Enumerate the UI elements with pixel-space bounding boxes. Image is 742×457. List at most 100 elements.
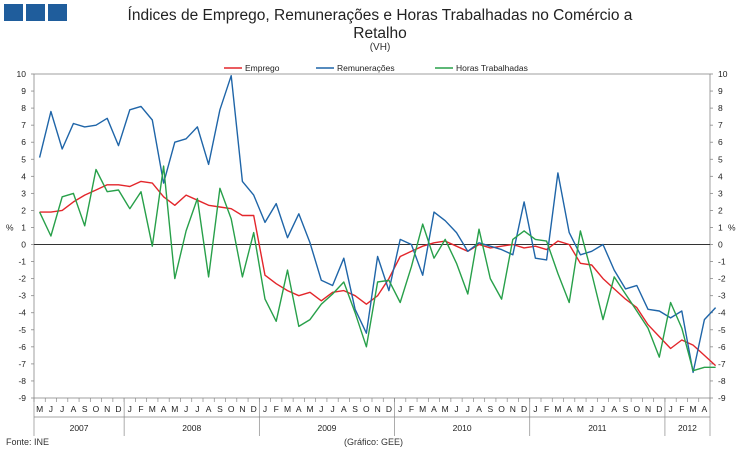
x-year-label: 2009 <box>317 423 336 433</box>
x-month-label: F <box>544 404 549 414</box>
x-month-label: M <box>306 404 313 414</box>
x-month-label: D <box>251 404 257 414</box>
x-month-label: J <box>454 404 458 414</box>
x-month-label: M <box>690 404 697 414</box>
x-month-label: A <box>611 404 617 414</box>
x-month-label: S <box>82 404 88 414</box>
y-tick-label-left: 6 <box>21 137 26 147</box>
y-tick-label-right: 7 <box>718 120 723 130</box>
x-month-label: S <box>487 404 493 414</box>
x-month-label: J <box>128 404 132 414</box>
y-axis-label-right: % <box>728 222 736 232</box>
x-month-label: O <box>363 404 370 414</box>
y-tick-label-right: 9 <box>718 86 723 96</box>
x-month-label: M <box>171 404 178 414</box>
y-tick-label-right: 6 <box>718 137 723 147</box>
x-month-label: D <box>386 404 392 414</box>
y-tick-label-left: 10 <box>17 69 27 79</box>
y-tick-label-left: -3 <box>18 291 26 301</box>
y-tick-label-right: -1 <box>718 257 726 267</box>
y-tick-label-left: 7 <box>21 120 26 130</box>
source-note: Fonte: INE <box>6 437 50 447</box>
y-tick-label-right: -2 <box>718 274 726 284</box>
y-tick-label-right: -6 <box>718 342 726 352</box>
x-month-label: N <box>239 404 245 414</box>
y-tick-label-right: -8 <box>718 376 726 386</box>
y-tick-label-left: 8 <box>21 103 26 113</box>
y-tick-label-right: -5 <box>718 325 726 335</box>
x-month-label: N <box>104 404 110 414</box>
y-tick-label-left: -2 <box>18 274 26 284</box>
x-month-label: F <box>274 404 279 414</box>
x-month-label: J <box>601 404 605 414</box>
x-month-label: J <box>330 404 334 414</box>
x-month-label: O <box>633 404 640 414</box>
x-month-label: J <box>668 404 672 414</box>
y-tick-label-right: -3 <box>718 291 726 301</box>
x-month-label: A <box>341 404 347 414</box>
y-tick-label-left: -6 <box>18 342 26 352</box>
x-year-label: 2007 <box>70 423 89 433</box>
x-month-label: J <box>184 404 188 414</box>
logo-block-3 <box>48 4 67 21</box>
y-tick-label-right: 0 <box>718 240 723 250</box>
x-month-label: M <box>442 404 449 414</box>
chart-title-line1: Índices de Emprego, Remunerações e Horas… <box>127 7 633 24</box>
logo-block-1 <box>4 4 23 21</box>
legend-label: Remunerações <box>337 63 395 73</box>
chart-title-line2: Retalho <box>353 25 407 42</box>
x-month-label: J <box>398 404 402 414</box>
x-month-label: A <box>71 404 77 414</box>
y-tick-label-right: 4 <box>718 171 723 181</box>
series-line-emprego <box>39 180 717 367</box>
x-month-label: F <box>679 404 684 414</box>
y-tick-label-left: -5 <box>18 325 26 335</box>
x-month-label: A <box>206 404 212 414</box>
x-month-label: N <box>645 404 651 414</box>
x-year-label: 2010 <box>453 423 472 433</box>
y-tick-label-right: -7 <box>718 359 726 369</box>
y-tick-label-left: 2 <box>21 205 26 215</box>
x-month-label: S <box>623 404 629 414</box>
x-month-label: D <box>656 404 662 414</box>
y-tick-label-right: 10 <box>718 69 728 79</box>
x-month-label: M <box>554 404 561 414</box>
x-month-label: N <box>510 404 516 414</box>
x-month-label: J <box>60 404 64 414</box>
x-month-label: F <box>409 404 414 414</box>
x-year-label: 2008 <box>182 423 201 433</box>
x-month-label: J <box>263 404 267 414</box>
x-month-label: S <box>352 404 358 414</box>
y-tick-label-right: 1 <box>718 222 723 232</box>
y-tick-label-left: 3 <box>21 188 26 198</box>
x-month-label: A <box>296 404 302 414</box>
x-month-label: M <box>149 404 156 414</box>
y-tick-label-left: 4 <box>21 171 26 181</box>
legend-label: Horas Trabalhadas <box>456 63 528 73</box>
y-tick-label-left: -7 <box>18 359 26 369</box>
y-tick-label-left: -8 <box>18 376 26 386</box>
x-month-label: A <box>566 404 572 414</box>
x-month-label: J <box>195 404 199 414</box>
chart-credit: (Gráfico: GEE) <box>344 437 404 447</box>
y-tick-label-right: -9 <box>718 393 726 403</box>
x-month-label: O <box>498 404 505 414</box>
y-tick-label-left: 5 <box>21 154 26 164</box>
y-tick-label-left: -1 <box>18 257 26 267</box>
x-month-label: O <box>228 404 235 414</box>
y-tick-label-right: 2 <box>718 205 723 215</box>
x-month-label: A <box>431 404 437 414</box>
plot-frame <box>33 73 711 399</box>
x-month-label: A <box>476 404 482 414</box>
x-month-label: M <box>419 404 426 414</box>
x-month-label: M <box>284 404 291 414</box>
y-tick-label-right: 5 <box>718 154 723 164</box>
y-tick-label-left: -9 <box>18 393 26 403</box>
y-tick-label-right: 3 <box>718 188 723 198</box>
x-month-label: O <box>93 404 100 414</box>
x-year-label: 2011 <box>588 423 607 433</box>
logo-block-2 <box>26 4 45 21</box>
y-tick-label-left: -4 <box>18 308 26 318</box>
x-year-label: 2012 <box>678 423 697 433</box>
